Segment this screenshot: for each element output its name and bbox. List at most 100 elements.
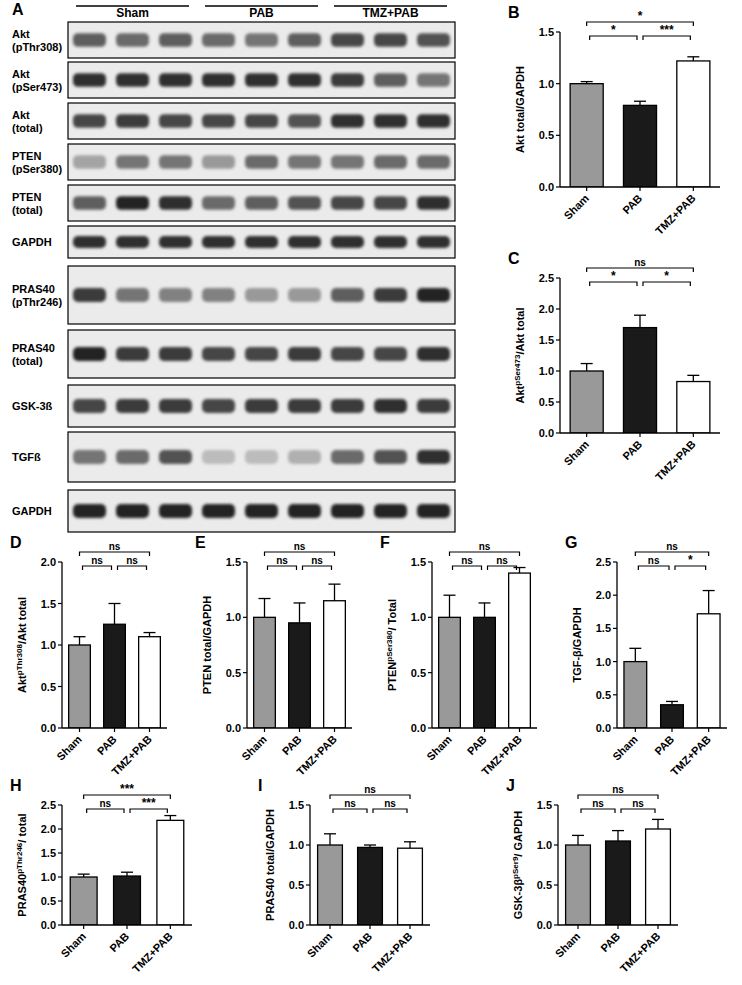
y-axis-label: PRAS40pThr246/ total (15, 813, 29, 916)
y-tick-label: 0.5 (226, 667, 241, 679)
band (417, 73, 450, 87)
significance-label: *** (142, 796, 156, 810)
y-axis-label: AktpThr308/Akt total (15, 597, 29, 693)
error-bar (479, 603, 491, 617)
band (73, 155, 106, 169)
y-tick-label: 2.5 (596, 556, 611, 568)
significance-bracket: ns (265, 541, 335, 556)
band (288, 196, 321, 210)
y-axis (246, 562, 247, 728)
error-cap (404, 841, 416, 842)
band (116, 450, 149, 464)
y-tick (556, 432, 560, 433)
band (73, 450, 106, 464)
y-tick-label: 0.5 (411, 667, 426, 679)
band (417, 155, 450, 169)
y-tick (556, 186, 560, 187)
bar (114, 876, 141, 925)
panel-label: B (508, 4, 520, 21)
blot-row-label: (pSer473) (12, 81, 62, 93)
y-tick-label: 0.5 (537, 879, 552, 891)
y-axis-label-part: Akt (514, 385, 526, 403)
band (159, 114, 192, 128)
bar-chart: FPTENpSer380/ Total0.00.51.01.5ShamPABTM… (380, 534, 537, 778)
y-tick-label: 2.5 (539, 272, 554, 284)
band (331, 114, 364, 128)
y-axis-label-part: / Total (386, 599, 398, 631)
band (202, 114, 235, 128)
y-axis-label: TGF-β/GAPDH (571, 607, 583, 682)
error-cap (572, 835, 584, 836)
y-tick-label: 2.0 (539, 303, 554, 315)
error-cap (329, 583, 341, 584)
band (374, 450, 407, 464)
blot-row-label: (total) (12, 122, 43, 134)
y-tick-label: 0.5 (539, 129, 554, 141)
bar (624, 662, 647, 728)
band (245, 155, 278, 169)
bar (697, 614, 720, 728)
y-tick-label: 1.5 (226, 556, 241, 568)
significance-bracket: ns (373, 798, 407, 813)
y-tick (556, 83, 560, 84)
significance-label: ns (276, 555, 288, 566)
significance-label: ns (384, 798, 396, 809)
x-tick (79, 728, 80, 732)
y-tick-label: 0.5 (289, 879, 304, 891)
error-stem (114, 604, 115, 625)
band (374, 347, 407, 361)
significance-bracket: ns (87, 798, 124, 813)
error-stem (334, 584, 335, 601)
bar-chart: JGSK-3βpSer9/ GAPDH0.00.51.01.5ShamPABTM… (506, 777, 678, 975)
band (202, 288, 235, 302)
y-tick (58, 644, 62, 645)
y-tick-label: 0.5 (596, 689, 611, 701)
bracket-line (587, 268, 694, 272)
band (159, 450, 192, 464)
significance-bracket: ns (621, 798, 655, 813)
band (331, 450, 364, 464)
significance-label: ns (99, 798, 111, 809)
y-axis-label-part: PTEN (386, 662, 398, 691)
band (288, 347, 321, 361)
error-bar (514, 568, 526, 574)
y-tick-label: 2.0 (41, 556, 56, 568)
y-axis-label: Akt total/GAPDH (514, 66, 526, 153)
band (159, 347, 192, 361)
y-axis-label-part: PRAS40 (16, 874, 28, 917)
bar (661, 705, 684, 728)
band (374, 236, 407, 248)
bracket-line (621, 809, 655, 813)
figure: AShamPABTMZ+PABAkt(pThr308)Akt(pSer473)A… (0, 0, 742, 985)
error-cap (479, 602, 491, 603)
error-stem (708, 591, 709, 614)
error-bar (629, 648, 641, 661)
significance-label: ns (666, 541, 678, 552)
band (331, 196, 364, 210)
x-tick (170, 925, 171, 929)
error-stem (586, 364, 587, 371)
blot-strip (68, 490, 455, 532)
bar (474, 617, 496, 728)
error-cap (703, 590, 715, 591)
panel-label: A (12, 1, 24, 18)
significance-label: ns (344, 798, 356, 809)
significance-label: * (664, 269, 669, 283)
y-tick (556, 401, 560, 402)
blot-strip (68, 330, 455, 378)
band (288, 236, 321, 248)
bar (677, 61, 710, 187)
band (288, 33, 321, 47)
x-tick-label: Sham (561, 192, 591, 222)
error-bar (121, 872, 133, 876)
band (73, 114, 106, 128)
significance-label: * (611, 23, 616, 37)
y-tick (243, 672, 247, 673)
y-tick (554, 924, 558, 925)
band (245, 236, 278, 248)
bracket-line (450, 552, 520, 556)
x-tick-label: Sham (54, 733, 84, 763)
x-tick (83, 925, 84, 929)
error-stem (577, 835, 578, 845)
y-tick (243, 561, 247, 562)
